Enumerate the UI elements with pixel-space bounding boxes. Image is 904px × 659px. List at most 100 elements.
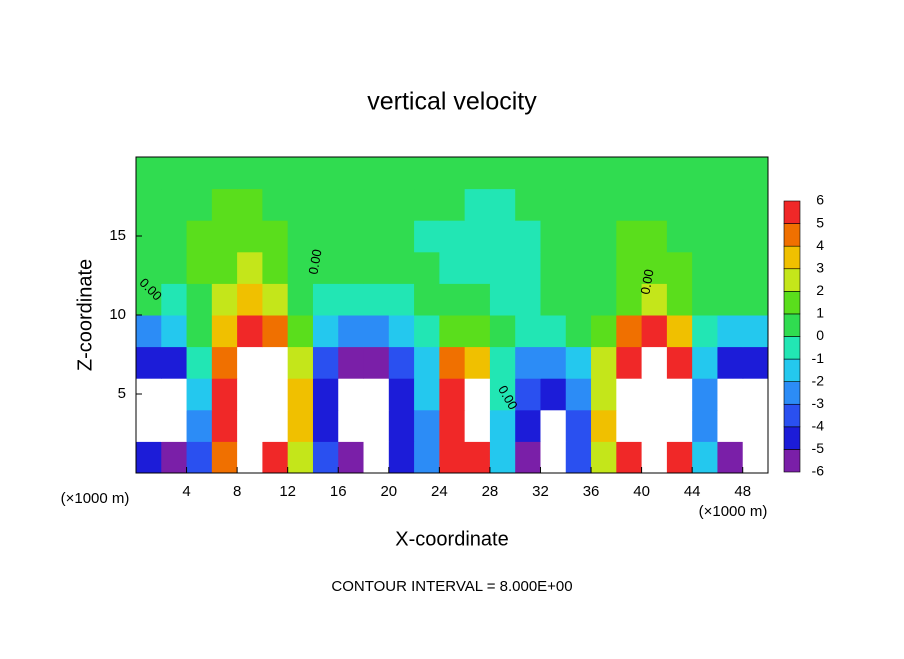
heatmap-cell — [591, 157, 617, 190]
heatmap-cell — [717, 315, 744, 348]
heatmap-cell — [338, 188, 365, 221]
heatmap-cell — [616, 315, 643, 348]
heatmap-cell — [591, 188, 617, 221]
heatmap-cell — [287, 346, 314, 379]
heatmap-cell — [388, 441, 415, 474]
heatmap-cell — [464, 188, 491, 221]
heatmap-cell — [439, 378, 466, 411]
heatmap-cell — [414, 441, 440, 474]
heatmap-cell — [591, 251, 617, 284]
heatmap-cell — [312, 157, 339, 190]
heatmap-cell — [666, 441, 693, 474]
heatmap-cell — [363, 315, 390, 348]
heatmap-cell — [211, 409, 238, 442]
heatmap-cell — [439, 220, 466, 253]
heatmap-cell — [414, 157, 440, 190]
heatmap-cell — [388, 251, 415, 284]
heatmap-cell — [439, 315, 466, 348]
heatmap-cell — [237, 188, 263, 221]
heatmap-cell — [262, 283, 289, 316]
heatmap-cell — [237, 157, 263, 190]
heatmap-cell — [414, 251, 440, 284]
colorbar-tick-label: 3 — [816, 259, 824, 275]
heatmap-cell — [363, 441, 390, 474]
heatmap-cell — [287, 157, 314, 190]
heatmap-cell — [515, 315, 541, 348]
heatmap-cell — [540, 157, 567, 190]
y-axis-label: Z-coordinate — [74, 259, 96, 371]
heatmap-cell — [262, 378, 289, 411]
heatmap-cell — [489, 346, 516, 379]
x-tick-label: 8 — [233, 483, 241, 500]
colorbar-swatch — [783, 200, 801, 224]
heatmap-cell — [211, 378, 238, 411]
heatmap-cell — [742, 220, 769, 253]
heatmap-cell — [237, 378, 263, 411]
heatmap-cell — [742, 283, 769, 316]
heatmap-cell — [717, 251, 744, 284]
heatmap-cell — [641, 220, 668, 253]
heatmap-cell — [565, 251, 592, 284]
heatmap-cell — [591, 346, 617, 379]
colorbar-swatch — [783, 268, 801, 292]
heatmap-cell — [439, 251, 466, 284]
colorbar-swatch — [783, 358, 801, 382]
heatmap-cell — [742, 188, 769, 221]
heatmap-cell — [388, 315, 415, 348]
heatmap-cell — [692, 441, 718, 474]
heatmap-cell — [439, 157, 466, 190]
heatmap-cell — [565, 346, 592, 379]
contour-label: 0.00 — [305, 248, 324, 276]
heatmap-cell — [363, 346, 390, 379]
heatmap-cell — [489, 315, 516, 348]
heatmap-cell — [312, 378, 339, 411]
heatmap-cell — [161, 220, 188, 253]
x-tick-label: 24 — [431, 483, 448, 500]
heatmap-cell — [262, 188, 289, 221]
heatmap-cell — [489, 220, 516, 253]
contour-label: 0.00 — [637, 268, 656, 296]
heatmap-cell — [211, 251, 238, 284]
colorbar-tick-label: 2 — [816, 282, 824, 298]
heatmap-cell — [237, 441, 263, 474]
heatmap-cell — [262, 315, 289, 348]
heatmap-cell — [540, 188, 567, 221]
heatmap-cell — [717, 188, 744, 221]
heatmap-cell — [136, 157, 162, 190]
heatmap-cell — [717, 157, 744, 190]
colorbar-swatch — [783, 426, 801, 450]
colorbar-tick-label: -5 — [812, 440, 825, 456]
heatmap-cell — [515, 409, 541, 442]
heatmap-cell — [540, 346, 567, 379]
heatmap-cell — [312, 220, 339, 253]
colorbar-swatch — [783, 245, 801, 270]
heatmap-cell — [616, 283, 643, 316]
heatmap-cell — [388, 378, 415, 411]
heatmap-cell — [414, 283, 440, 316]
heatmap-cell — [136, 315, 162, 348]
heatmap-cell — [641, 315, 668, 348]
heatmap-cell — [464, 346, 491, 379]
y-tick-label: 10 — [109, 306, 126, 323]
heatmap-cell — [565, 378, 592, 411]
colorbar-swatch — [783, 223, 801, 247]
heatmap-cell — [338, 441, 365, 474]
heatmap-cell — [312, 188, 339, 221]
heatmap-cell — [641, 346, 668, 379]
heatmap-cell — [489, 441, 516, 474]
heatmap-cell — [641, 441, 668, 474]
heatmap-cell — [287, 315, 314, 348]
x-unit-label: (×1000 m) — [61, 490, 130, 507]
heatmap-cell — [211, 157, 238, 190]
heatmap-cell — [641, 378, 668, 411]
heatmap-cell — [641, 251, 668, 284]
heatmap-cell — [439, 188, 466, 221]
heatmap-cell — [489, 378, 516, 411]
heatmap-cell — [641, 283, 668, 316]
heatmap-cell — [161, 346, 188, 379]
heatmap-cell — [338, 346, 365, 379]
heatmap-cell — [489, 188, 516, 221]
heatmap-cell — [439, 283, 466, 316]
x-tick-label: 36 — [583, 483, 600, 500]
heatmap-cell — [186, 409, 213, 442]
